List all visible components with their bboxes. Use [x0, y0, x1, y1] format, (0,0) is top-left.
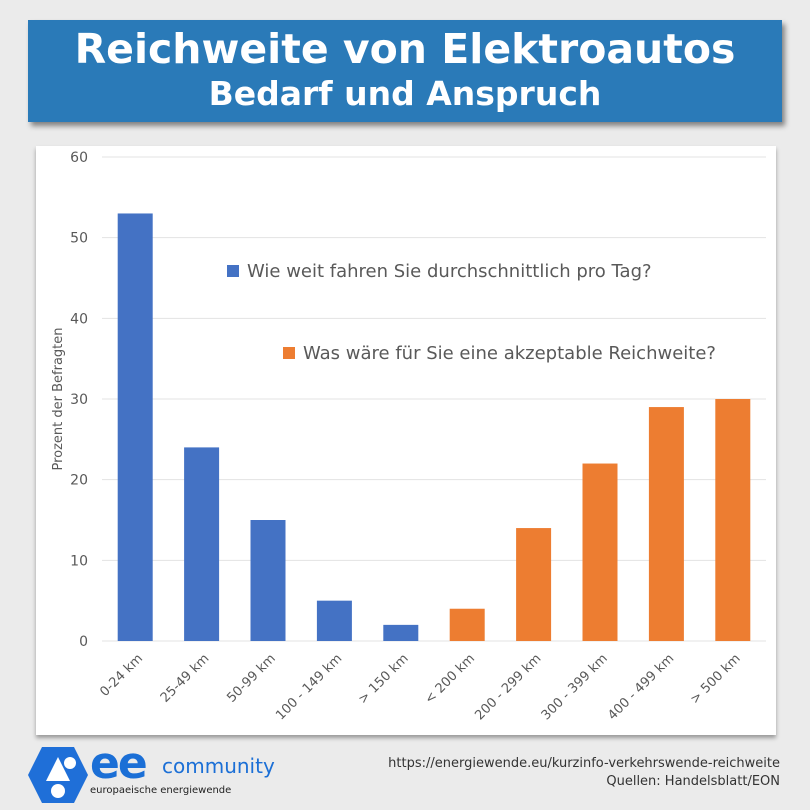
y-tick-label: 30: [70, 392, 88, 408]
x-tick-label: > 500 km: [688, 651, 744, 707]
y-tick-label: 0: [79, 634, 88, 650]
chart-subtitle: Bedarf und Anspruch: [208, 74, 602, 113]
logo-tagline: europaeische energiewende: [90, 785, 232, 796]
x-tick-label: 0-24 km: [97, 651, 146, 700]
hexagon-logo-icon: [28, 747, 88, 803]
logo-community: community: [162, 754, 275, 778]
source-url[interactable]: https://energiewende.eu/kurzinfo-verkehr…: [388, 756, 780, 771]
legend-label: Wie weit fahren Sie durchschnittlich pro…: [247, 261, 652, 282]
x-tick-label: > 150 km: [356, 651, 412, 707]
bar: [516, 528, 552, 641]
logo-wordmark: ee community europaeische energiewende: [90, 738, 275, 797]
x-tick-label: 400 - 499 km: [605, 651, 677, 723]
x-tick-label: 300 - 399 km: [539, 651, 611, 723]
source-credits: Quellen: Handelsblatt/EON: [606, 774, 780, 789]
bar: [582, 463, 618, 641]
y-tick-label: 60: [70, 150, 88, 166]
bar: [449, 608, 485, 641]
legend-label: Was wäre für Sie eine akzeptable Reichwe…: [303, 343, 716, 364]
bar: [250, 520, 286, 641]
bar: [316, 600, 352, 641]
logo-ee: ee: [90, 738, 148, 789]
x-tick-label: < 200 km: [422, 651, 478, 707]
y-tick-label: 20: [70, 473, 88, 489]
bar: [117, 213, 153, 641]
x-tick-label: 200 - 299 km: [472, 651, 544, 723]
chart-title: Reichweite von Elektroautos: [74, 25, 736, 73]
x-tick-label: 100 - 149 km: [273, 651, 345, 723]
title-banner: Reichweite von Elektroautos Bedarf und A…: [28, 20, 782, 122]
bar: [184, 447, 220, 641]
bar: [715, 399, 751, 641]
y-tick-label: 50: [70, 231, 88, 247]
bar: [383, 624, 419, 641]
x-tick-label: 25-49 km: [158, 651, 213, 706]
y-axis-label: Prozent der Befragten: [51, 327, 66, 470]
legend-swatch: [283, 347, 295, 359]
source-block: https://energiewende.eu/kurzinfo-verkehr…: [388, 755, 780, 791]
x-tick-label: 50-99 km: [224, 651, 279, 706]
legend-swatch: [227, 265, 239, 277]
bar: [648, 407, 684, 641]
y-tick-label: 40: [70, 311, 88, 327]
y-tick-label: 10: [70, 553, 88, 569]
